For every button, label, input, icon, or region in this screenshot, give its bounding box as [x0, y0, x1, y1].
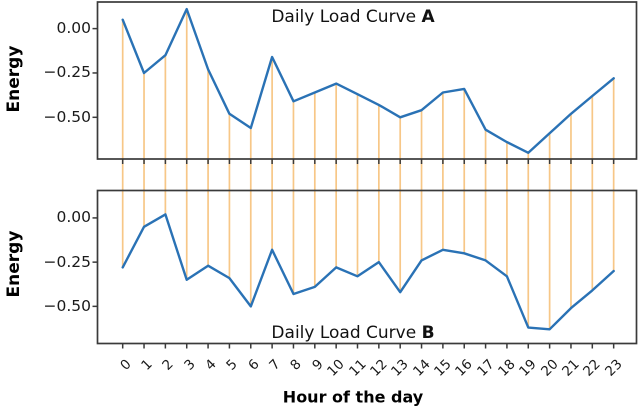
curve-b: [121, 213, 615, 331]
x-axis-label: Hour of the day: [282, 387, 424, 407]
subplot-b-title-text: Daily Load Curve: [271, 323, 422, 343]
y-tick-label-a: −0.50: [43, 107, 92, 126]
subplot-b-title-emphasis: B: [421, 323, 435, 343]
subplot-a-title: Daily Load Curve A: [271, 7, 434, 27]
subplot-b-frame: [96, 189, 638, 345]
subplot-b-title: Daily Load Curve B: [271, 323, 434, 343]
y-tick-label-b: −0.25: [43, 252, 92, 271]
y-tick-label-b: −0.50: [43, 296, 92, 315]
subplot-a-frame: [96, 1, 638, 160]
y-tick-label-a: 0.00: [56, 19, 91, 38]
y-tick-label-a: −0.25: [43, 63, 92, 82]
subplot-a-title-emphasis: A: [421, 7, 435, 27]
subplot-a-title-text: Daily Load Curve: [271, 7, 422, 27]
curve-a: [121, 7, 615, 155]
y-tick-label-b: 0.00: [56, 208, 91, 227]
